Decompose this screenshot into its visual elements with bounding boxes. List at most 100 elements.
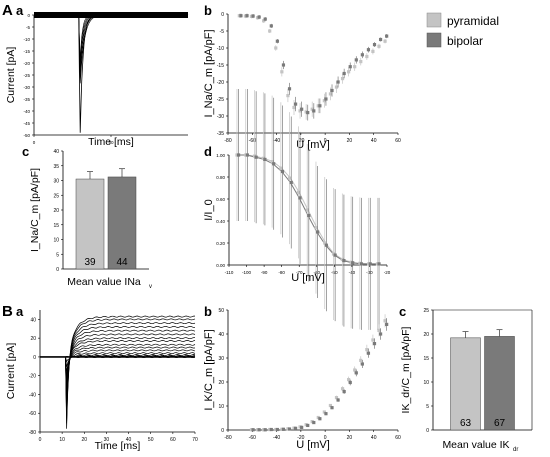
- x-tick-label: 60: [395, 138, 401, 144]
- legend-label-pyramidal: pyramidal: [447, 14, 499, 28]
- y-tick-label: -80: [29, 430, 36, 436]
- data-point-bipolar: [293, 426, 298, 430]
- panel-label-Ba: a: [16, 304, 24, 319]
- data-point-bipolar: [368, 262, 372, 266]
- x-tick-label: 60: [170, 437, 176, 443]
- x-tick-label: 10: [59, 437, 65, 443]
- panel-label-Aa: a: [16, 3, 24, 18]
- current-trace: [78, 14, 127, 69]
- y-tick-label: -15: [23, 49, 30, 54]
- data-point-pyramidal: [296, 190, 301, 194]
- x-tick-label: 40: [126, 437, 132, 443]
- y-tick-label: 0: [33, 355, 36, 361]
- y-tick-label: -15: [217, 63, 224, 69]
- x-tick-label: -40: [349, 270, 356, 275]
- data-point-pyramidal: [371, 49, 375, 53]
- data-point-bipolar: [330, 406, 334, 410]
- x-tick-label: 30: [104, 437, 110, 443]
- data-point-pyramidal: [288, 176, 292, 180]
- data-point-pyramidal: [286, 94, 290, 98]
- data-point-pyramidal: [322, 410, 326, 414]
- x-axis-label-subscript: dr: [513, 447, 518, 453]
- y-tick-label: -45: [23, 121, 30, 126]
- data-point-bipolar: [385, 34, 389, 38]
- data-point-pyramidal: [359, 358, 363, 362]
- data-point-bipolar: [245, 14, 249, 18]
- data-point-bipolar: [236, 153, 241, 157]
- data-point-bipolar: [336, 80, 340, 84]
- y-tick-label: 0.80: [216, 175, 225, 180]
- chart-potassium-mean-bars: 0 5 10 15 20 25 63 67 Mean value IK dr IK_dr/C_m […: [400, 308, 533, 453]
- y-tick-label: -10: [217, 46, 224, 52]
- data-point-pyramidal: [377, 328, 381, 332]
- panel-label-Bb: b: [204, 304, 212, 319]
- y-tick-label: -20: [23, 61, 30, 66]
- data-point-bipolar: [324, 243, 328, 247]
- y-tick-label: -5: [26, 25, 30, 30]
- y-tick-label: 0: [56, 267, 59, 273]
- data-point-bipolar: [377, 262, 381, 266]
- data-point-bipolar: [239, 14, 243, 18]
- x-axis-label: U [mV]: [296, 139, 330, 151]
- data-point-bipolar: [366, 351, 371, 355]
- data-point-bipolar: [359, 262, 364, 266]
- x-tick-label: -20: [384, 270, 391, 275]
- data-point-pyramidal: [268, 29, 272, 33]
- current-trace: [40, 340, 196, 396]
- x-axis-label: Mean value INa: [67, 276, 141, 288]
- x-axis-label: U [mV]: [296, 439, 330, 451]
- x-tick-label: 20: [82, 437, 88, 443]
- x-tick-label: -100: [242, 270, 252, 275]
- x-tick-label: -20: [297, 138, 304, 144]
- data-point-bipolar: [298, 196, 302, 200]
- current-trace: [78, 14, 127, 84]
- bar-n-label: 63: [460, 418, 472, 429]
- x-tick-label: 60: [395, 435, 401, 441]
- y-tick-label: -40: [29, 392, 36, 398]
- data-point-pyramidal: [383, 319, 387, 323]
- x-tick-label: -50: [331, 270, 338, 275]
- data-point-pyramidal: [310, 107, 314, 111]
- data-point-bipolar: [263, 157, 267, 161]
- y-tick-label: 0.20: [216, 241, 225, 246]
- y-tick-label: 40: [30, 317, 36, 323]
- data-point-bipolar: [251, 14, 255, 18]
- data-point-pyramidal: [334, 396, 339, 400]
- data-point-bipolar: [372, 342, 377, 346]
- panel-label-B: B: [2, 303, 13, 320]
- y-tick-label: -5: [220, 29, 225, 35]
- chart-potassium-current-traces: 0 10 20 30 40 50 60 70 40 20 0 -20 -40 -60 -80 Time [ms…: [5, 310, 198, 452]
- data-point-bipolar: [275, 427, 279, 432]
- chart-potassium-iv-curve: -80 -60 -40 -20 0 20 40 60 0 10 20 30 40 50 U [mV] I_K/…: [203, 308, 401, 451]
- y-tick-label: 15: [53, 223, 59, 229]
- panel-labels: A a b c d B a b c: [2, 2, 406, 320]
- y-tick-label: 25: [53, 193, 59, 199]
- y-axis-label: Current [pA]: [5, 343, 17, 400]
- data-point-bipolar: [354, 371, 358, 375]
- data-point-bipolar: [306, 111, 310, 115]
- y-tick-label: -25: [23, 73, 30, 78]
- chart-sodium-mean-bars: 0 5 10 15 20 25 30 35 40 39 44 Mean value INa v I_Na/…: [29, 149, 152, 290]
- y-tick-label: 0.60: [216, 197, 225, 202]
- x-tick-label: 0: [324, 138, 327, 144]
- data-point-bipolar: [269, 427, 273, 432]
- bar-pyramidal: [75, 178, 105, 270]
- data-point-bipolar: [293, 102, 298, 106]
- panel-label-Ab: b: [204, 3, 212, 18]
- data-point-bipolar: [342, 259, 346, 263]
- data-point-pyramidal: [243, 14, 248, 18]
- data-point-pyramidal: [359, 60, 363, 64]
- y-tick-label: 0: [27, 13, 30, 18]
- data-point-pyramidal: [274, 46, 278, 50]
- y-tick-label: -50: [23, 133, 30, 138]
- y-tick-label: 10: [218, 404, 224, 410]
- panel-label-Bc: c: [399, 304, 406, 319]
- y-tick-label: 0: [426, 428, 429, 434]
- current-trace: [78, 14, 127, 64]
- data-point-bipolar: [263, 17, 267, 21]
- y-tick-label: 0.40: [216, 219, 225, 224]
- chart-sodium-iv-curve: -80 -60 -40 -20 0 20 40 60 0 -5 -10 -15 -20 -25 -30 -35…: [203, 12, 401, 151]
- data-point-bipolar: [269, 24, 273, 28]
- legend-label-bipolar: bipolar: [447, 34, 483, 48]
